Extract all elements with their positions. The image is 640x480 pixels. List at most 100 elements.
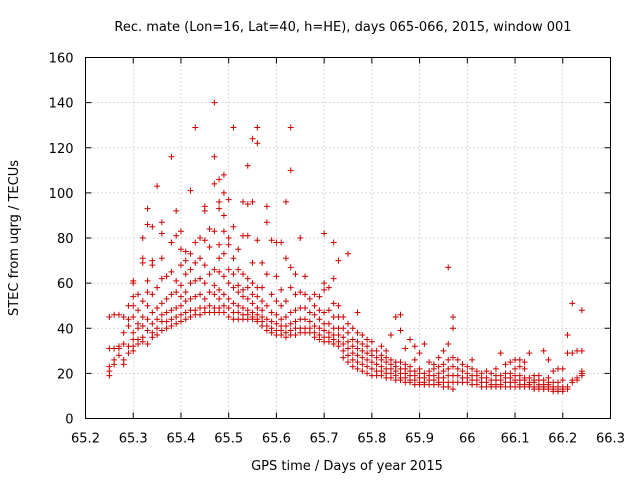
data-point — [187, 295, 194, 302]
data-point — [440, 361, 447, 368]
data-point — [211, 291, 218, 298]
data-point — [206, 244, 213, 251]
data-point — [450, 386, 456, 393]
data-point — [273, 298, 280, 305]
data-point — [125, 322, 132, 329]
data-point — [445, 356, 452, 363]
y-tick-label: 140 — [49, 97, 74, 112]
data-point — [168, 291, 175, 298]
data-point — [182, 298, 189, 305]
data-point — [397, 311, 404, 318]
data-point — [349, 363, 356, 370]
data-point — [378, 352, 385, 359]
data-point — [302, 316, 309, 323]
data-point — [364, 356, 371, 363]
data-point — [216, 241, 223, 248]
data-point — [120, 341, 127, 348]
data-point — [173, 232, 180, 239]
data-point — [349, 343, 356, 350]
data-point — [235, 309, 242, 316]
data-point — [130, 329, 137, 336]
data-point — [168, 153, 175, 160]
data-point — [450, 363, 456, 370]
data-point — [278, 239, 285, 246]
data-point — [149, 309, 156, 316]
data-point — [521, 365, 528, 372]
data-point — [192, 259, 199, 266]
data-point — [445, 341, 452, 348]
data-point — [340, 325, 347, 332]
data-point — [450, 325, 456, 332]
data-point — [135, 336, 141, 343]
data-point — [187, 266, 194, 273]
data-point — [259, 307, 266, 314]
plot-frame — [85, 57, 611, 419]
data-point — [364, 350, 371, 357]
data-point — [359, 332, 366, 339]
data-point — [216, 176, 223, 183]
data-point — [354, 359, 361, 366]
data-point — [254, 304, 261, 311]
data-point — [154, 304, 161, 311]
data-point — [216, 268, 223, 275]
data-point — [330, 300, 337, 307]
data-point — [254, 237, 261, 244]
x-tick-label: 66 — [459, 432, 476, 447]
data-point — [321, 286, 328, 293]
data-point — [311, 302, 318, 309]
data-points — [106, 99, 585, 395]
data-point — [440, 368, 447, 375]
data-point — [144, 327, 151, 334]
data-point — [220, 228, 227, 235]
data-point — [459, 361, 466, 368]
data-point — [173, 289, 180, 296]
data-point — [407, 336, 414, 343]
data-point — [149, 320, 156, 327]
data-point — [254, 311, 261, 318]
data-point — [130, 277, 137, 284]
data-point — [492, 365, 499, 372]
data-point — [364, 363, 371, 370]
data-point — [158, 275, 165, 282]
data-point — [330, 239, 337, 246]
data-point — [220, 212, 227, 219]
data-point — [135, 320, 141, 327]
data-point — [154, 284, 161, 291]
data-point — [130, 313, 137, 320]
data-point — [197, 291, 204, 298]
data-point — [268, 318, 275, 325]
data-point — [349, 356, 356, 363]
x-tick-label: 65.9 — [405, 432, 434, 447]
data-point — [225, 196, 232, 203]
data-point — [282, 198, 289, 205]
data-point — [211, 180, 218, 187]
data-point — [421, 341, 428, 348]
data-point — [383, 347, 390, 354]
data-point — [278, 302, 285, 309]
data-point — [359, 368, 366, 375]
data-point — [187, 313, 194, 320]
data-point — [287, 320, 294, 327]
data-point — [154, 183, 161, 190]
data-point — [220, 273, 227, 280]
data-point — [364, 370, 371, 377]
data-point — [139, 313, 146, 320]
data-point — [316, 316, 323, 323]
data-point — [173, 304, 180, 311]
data-point — [144, 316, 151, 323]
data-point — [216, 198, 223, 205]
data-point — [330, 275, 337, 282]
data-point — [359, 361, 366, 368]
data-point — [235, 282, 242, 289]
data-point — [187, 250, 194, 257]
data-point — [173, 313, 180, 320]
data-point — [512, 365, 519, 372]
data-point — [115, 311, 122, 318]
data-point — [345, 329, 351, 336]
data-point — [177, 282, 184, 289]
data-point — [177, 302, 184, 309]
data-point — [187, 280, 194, 287]
x-tick-label: 65.6 — [262, 432, 291, 447]
data-point — [268, 309, 275, 316]
data-point — [168, 268, 175, 275]
